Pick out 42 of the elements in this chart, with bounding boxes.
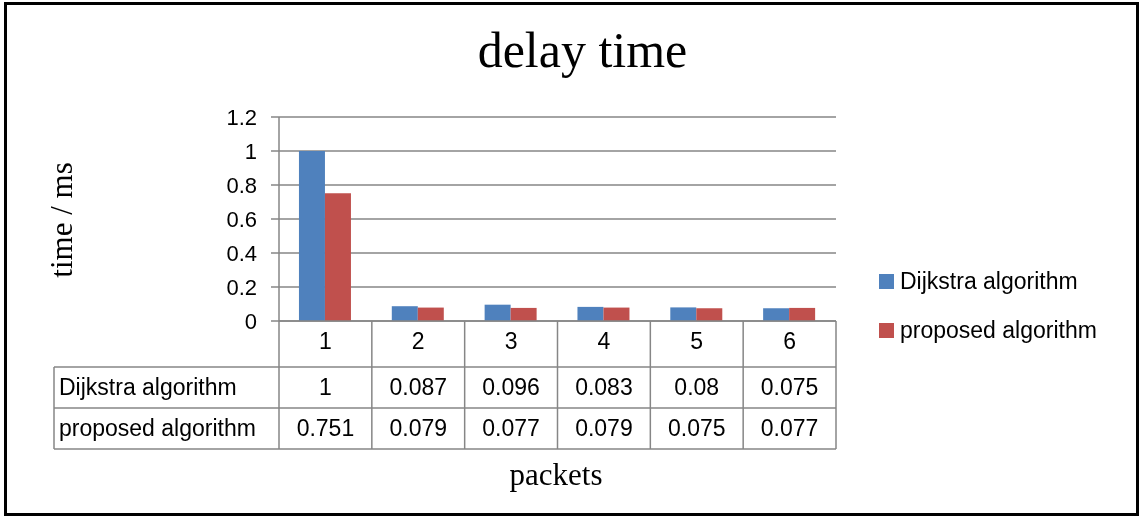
bar xyxy=(696,308,723,321)
chart-title: delay time xyxy=(477,22,688,78)
data-label: 0.079 xyxy=(574,414,634,443)
data-label: 0.08 xyxy=(673,373,721,402)
legend-label: Dijkstra algorithm xyxy=(900,267,1078,295)
x-tick-label: 2 xyxy=(411,328,425,355)
y-tick-label: 0.2 xyxy=(226,274,257,300)
data-label: 0.077 xyxy=(759,414,820,443)
bar xyxy=(510,307,537,321)
data-label: 0.079 xyxy=(388,414,448,443)
data-label: 1 xyxy=(318,373,333,402)
y-tick-label: 0.8 xyxy=(226,172,257,198)
y-tick-label: 0.4 xyxy=(226,240,257,266)
x-tick-label: 6 xyxy=(783,328,796,355)
x-tick-label: 4 xyxy=(597,328,611,355)
data-label: 0.077 xyxy=(481,414,541,443)
bar xyxy=(324,193,351,321)
data-label: 0.083 xyxy=(574,373,634,402)
data-label: 0.751 xyxy=(295,414,356,443)
data-label: 0.087 xyxy=(388,373,448,402)
bar xyxy=(391,306,418,321)
text: proposed algorithm xyxy=(59,415,256,441)
x-axis-title: packets xyxy=(509,457,603,492)
data-label: 0.075 xyxy=(759,373,820,402)
bar xyxy=(298,151,325,321)
bar xyxy=(763,308,790,321)
y-tick-label: 0 xyxy=(244,308,257,334)
legend-label: proposed algorithm xyxy=(900,316,1097,344)
bar xyxy=(577,306,604,321)
x-tick-label: 1 xyxy=(319,328,332,355)
y-axis-title: time / ms xyxy=(44,162,79,278)
bar xyxy=(484,304,511,321)
y-tick-label: 1 xyxy=(244,138,257,164)
x-tick-label: 5 xyxy=(690,328,704,355)
y-tick-label: 1.2 xyxy=(226,104,257,130)
text: Dijkstra algorithm xyxy=(59,374,237,400)
x-tick-label: 3 xyxy=(504,328,518,355)
data-label: 0.075 xyxy=(666,414,727,443)
bar xyxy=(670,307,697,321)
data-label: 0.096 xyxy=(481,373,541,402)
y-tick-label: 0.6 xyxy=(226,206,257,232)
bar xyxy=(789,307,816,321)
